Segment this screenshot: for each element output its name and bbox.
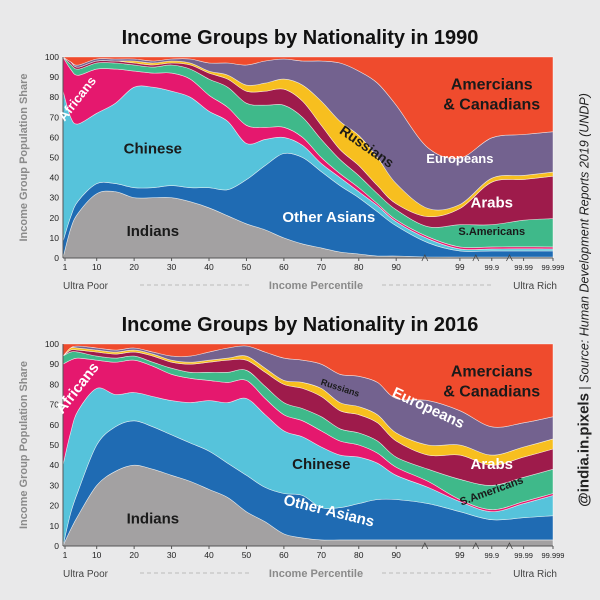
- x-axis: 1 10 20 30 40 50 60 70 80 90 99 99.9 99.99 99.999 Ultr…: [63, 542, 565, 580]
- x-tick-label: 20: [129, 262, 139, 272]
- x-tick-label: 90: [391, 550, 401, 560]
- x-tick-label: 30: [167, 550, 177, 560]
- x-left-caption: Ultra Poor: [63, 569, 109, 580]
- x-tick-label: 99.99: [514, 263, 533, 272]
- axis-break-mark: [472, 542, 480, 550]
- y-tick-label: 40: [50, 173, 60, 183]
- y-tick-label: 10: [50, 521, 60, 531]
- attribution-separator: |: [577, 386, 592, 390]
- area-amercians-canadians: [62, 343, 554, 428]
- y-tick-label: 90: [50, 359, 60, 369]
- x-axis-title: Income Percentile: [269, 568, 363, 580]
- chart-1: Income Groups by Nationality in 1990 0 10 2…: [18, 27, 564, 292]
- y-tick-label: 50: [50, 153, 60, 163]
- x-tick-label: 99.999: [542, 551, 565, 560]
- y-tick-label: 0: [54, 541, 59, 551]
- label-amercians: Amercians: [451, 76, 533, 93]
- y-tick-label: 30: [50, 480, 60, 490]
- x-tick-label: 70: [317, 550, 327, 560]
- x-tick-label: 99: [455, 262, 465, 272]
- y-tick-label: 70: [50, 400, 60, 410]
- label-canadians: & Canadians: [443, 384, 540, 401]
- x-right-caption: Ultra Rich: [513, 569, 557, 580]
- x-tick-label: 99.99: [514, 551, 533, 560]
- label-arabs: Arabs: [470, 195, 513, 212]
- y-axis: 0 10 20 30 40 50 60 70 80 90 100 Income Group Popul…: [18, 339, 64, 551]
- source-note: Source: Human Development Reports 2019 (…: [577, 93, 592, 383]
- chart-2: Income Groups by Nationality in 2016 0 10 2…: [18, 314, 564, 580]
- x-tick-label: 90: [391, 262, 401, 272]
- y-tick-label: 70: [50, 112, 60, 122]
- y-tick-label: 40: [50, 460, 60, 470]
- axis-break-mark: [506, 254, 513, 262]
- label-other-asians: Other Asians: [282, 209, 375, 226]
- x-tick-label: 70: [317, 262, 327, 272]
- series-areas: [62, 343, 554, 547]
- y-tick-label: 30: [50, 193, 60, 203]
- y-tick-label: 80: [50, 379, 60, 389]
- series-areas: [62, 55, 554, 259]
- x-tick-label: 20: [129, 550, 139, 560]
- axis-break-mark: [421, 254, 429, 262]
- y-tick-label: 50: [50, 440, 60, 450]
- x-right-caption: Ultra Rich: [513, 281, 557, 292]
- area-amercians-canadians: [62, 56, 554, 159]
- x-tick-label: 30: [167, 262, 177, 272]
- x-tick-label: 99: [455, 550, 465, 560]
- x-tick-label: 60: [279, 262, 289, 272]
- author-handle: @india.in.pixels: [575, 393, 593, 507]
- label-chinese: Chinese: [292, 456, 350, 473]
- label-arabs: Arabs: [470, 456, 513, 473]
- x-tick-label: 99.9: [484, 551, 499, 560]
- label-amercians: Amercians: [451, 363, 533, 380]
- y-tick-label: 100: [45, 339, 59, 349]
- x-tick-label: 50: [242, 550, 252, 560]
- chart-title: Income Groups by Nationality in 1990: [122, 27, 479, 49]
- x-left-caption: Ultra Poor: [63, 281, 109, 292]
- axis-break-mark: [506, 542, 513, 550]
- label-s-americans: S.Americans: [458, 226, 525, 238]
- axis-break-mark: [421, 542, 429, 550]
- y-tick-label: 20: [50, 501, 60, 511]
- y-tick-label: 0: [54, 253, 59, 263]
- x-tick-label: 60: [279, 550, 289, 560]
- attribution: @india.in.pixels | Source: Human Develop…: [576, 93, 593, 507]
- axis-break-mark: [472, 254, 480, 262]
- x-tick-label: 99.999: [542, 263, 565, 272]
- y-tick-label: 10: [50, 233, 60, 243]
- label-europeans: Europeans: [426, 151, 493, 166]
- x-tick-label: 50: [242, 262, 252, 272]
- y-tick-label: 80: [50, 92, 60, 102]
- label-indians: Indians: [127, 511, 180, 528]
- y-tick-label: 90: [50, 72, 60, 82]
- chart-title: Income Groups by Nationality in 2016: [122, 314, 479, 336]
- y-axis: 0 10 20 30 40 50 60 70 80 90 100 Income Group Popul…: [18, 52, 64, 263]
- x-tick-label: 80: [354, 262, 364, 272]
- x-tick-label: 10: [92, 262, 102, 272]
- label-chinese: Chinese: [124, 140, 182, 157]
- label-indians: Indians: [127, 223, 180, 240]
- x-tick-label: 1: [63, 550, 68, 560]
- x-tick-label: 40: [204, 262, 214, 272]
- y-tick-label: 60: [50, 132, 60, 142]
- y-axis-title: Income Group Population Share: [18, 361, 30, 529]
- y-tick-label: 20: [50, 213, 60, 223]
- x-axis: 1 10 20 30 40 50 60 70 80 90 99 99.9 99.99 99.999 Ultr…: [63, 254, 565, 292]
- y-tick-label: 60: [50, 420, 60, 430]
- y-tick-label: 100: [45, 52, 59, 62]
- x-axis-title: Income Percentile: [269, 280, 363, 292]
- x-tick-label: 80: [354, 550, 364, 560]
- x-tick-label: 40: [204, 550, 214, 560]
- x-tick-label: 1: [63, 262, 68, 272]
- y-axis-title: Income Group Population Share: [18, 73, 30, 241]
- x-tick-label: 10: [92, 550, 102, 560]
- label-canadians: & Canadians: [443, 96, 540, 113]
- x-tick-label: 99.9: [484, 263, 499, 272]
